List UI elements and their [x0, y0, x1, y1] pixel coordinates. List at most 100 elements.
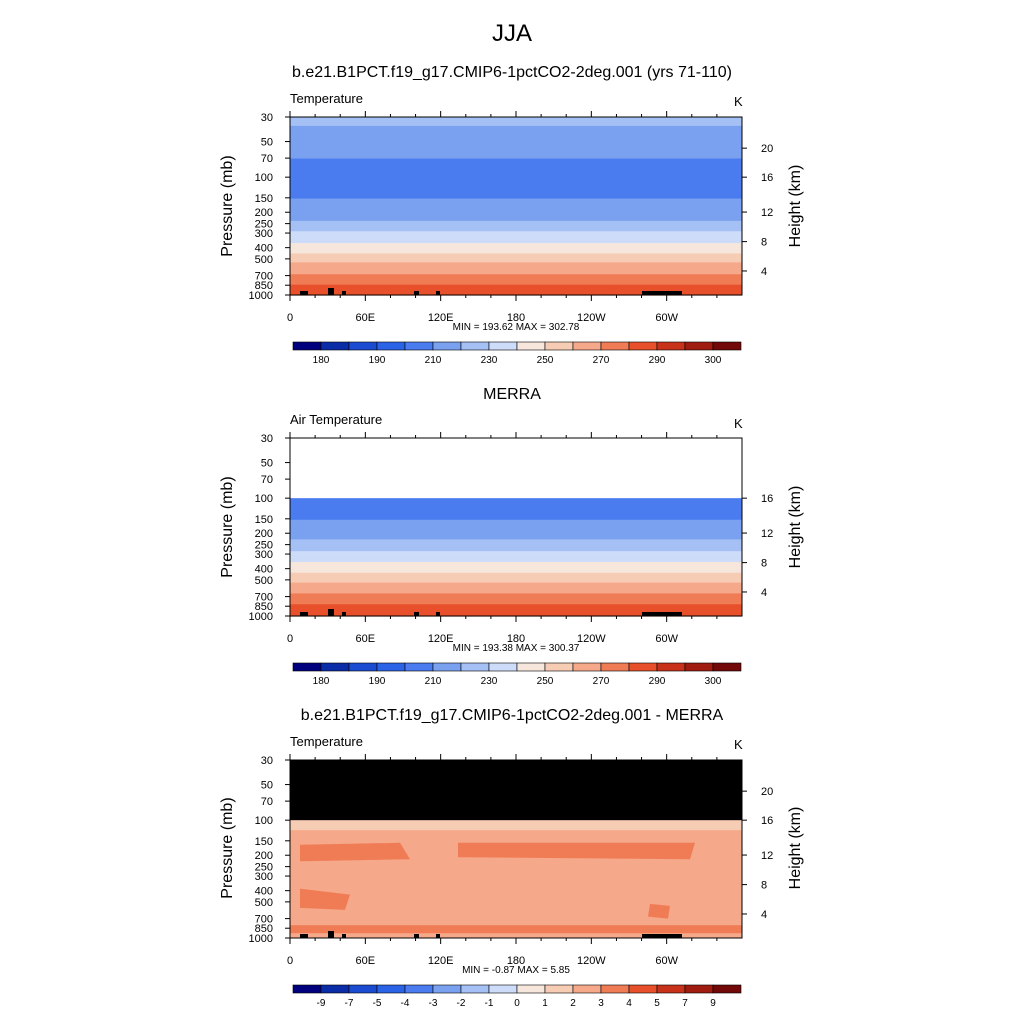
right-tick-label: 8 — [761, 237, 767, 249]
colorbar-segment — [320, 341, 350, 351]
field-band — [290, 160, 742, 163]
field-band — [290, 512, 742, 515]
y-tick-label: 100 — [255, 172, 273, 184]
x-tick-label: 60W — [655, 955, 678, 967]
field-band — [290, 545, 742, 547]
topography-block — [300, 612, 308, 616]
field-band — [290, 170, 742, 173]
field-band — [290, 544, 742, 546]
y-tick-label: 1000 — [249, 611, 273, 623]
colorbar-segment — [628, 341, 658, 351]
field-band — [290, 577, 742, 580]
field-band — [290, 574, 742, 577]
y-tick-label: 850 — [255, 923, 273, 935]
colorbar-segment — [292, 341, 322, 351]
field-band — [290, 263, 742, 266]
field-band — [290, 217, 742, 220]
panel2-ylabel-right: Height (km) — [787, 485, 804, 569]
field-band — [290, 161, 742, 164]
field-band — [290, 213, 742, 216]
right-tick-label: 4 — [761, 266, 767, 278]
field-band — [290, 200, 742, 203]
colorbar-label: 250 — [537, 355, 554, 366]
topography-block — [642, 934, 682, 938]
field-band — [290, 516, 742, 519]
x-tick-label: 60W — [655, 312, 678, 324]
field-band — [290, 610, 742, 612]
field-band — [290, 124, 742, 127]
y-tick-label: 30 — [261, 755, 273, 767]
panel3-ylabel: Pressure (mb) — [219, 797, 236, 899]
field-band — [290, 520, 742, 523]
panel3-title: b.e21.B1PCT.f19_g17.CMIP6-1pctCO2-2deg.0… — [300, 707, 724, 724]
field-band — [290, 122, 742, 126]
panel1-title: b.e21.B1PCT.f19_g17.CMIP6-1pctCO2-2deg.0… — [292, 64, 732, 81]
y-tick-label: 850 — [255, 280, 273, 292]
y-tick-label: 50 — [261, 137, 273, 149]
field-band — [290, 127, 742, 130]
field-band — [290, 165, 742, 169]
field-band — [290, 588, 742, 591]
field-band — [290, 139, 742, 142]
y-tick-label: 500 — [255, 254, 273, 266]
panel1-units-label: K — [734, 94, 743, 109]
field-band — [290, 498, 742, 500]
colorbar-segment — [320, 984, 350, 994]
field-band — [290, 286, 742, 289]
x-tick-label: 120E — [428, 312, 454, 324]
field-band — [290, 523, 742, 526]
topography-block — [328, 288, 334, 295]
field-band — [290, 195, 742, 198]
field-band — [290, 561, 742, 563]
field-band — [290, 530, 742, 533]
colorbar-label: 230 — [481, 355, 498, 366]
colorbar-segment — [404, 341, 434, 351]
right-tick-label: 12 — [761, 207, 773, 219]
field-band — [290, 158, 742, 161]
field-band — [290, 559, 742, 561]
field-band — [290, 533, 742, 536]
colorbar-label: 9 — [710, 998, 716, 1009]
field-band — [290, 262, 742, 265]
field-band — [290, 562, 742, 565]
x-tick-label: 0 — [287, 312, 293, 324]
right-tick-label: 20 — [761, 786, 773, 798]
colorbar-label: 300 — [705, 355, 722, 366]
field-band — [290, 538, 742, 540]
field-band — [290, 515, 742, 518]
field-band — [290, 587, 742, 590]
field-band — [290, 579, 742, 582]
y-tick-label: 400 — [255, 886, 273, 898]
topography-block — [342, 934, 346, 938]
field-band — [290, 164, 742, 167]
field-band — [290, 566, 742, 569]
field-band — [290, 540, 742, 542]
y-tick-label: 50 — [261, 780, 273, 792]
colorbar-segment — [348, 984, 378, 994]
field-band — [290, 590, 742, 593]
field-band — [290, 235, 742, 238]
field-band — [290, 133, 742, 136]
field-band — [290, 189, 742, 192]
field-band — [290, 225, 742, 228]
colorbar-segment — [292, 662, 322, 672]
topography-block — [414, 612, 419, 616]
field-band — [290, 128, 742, 131]
field-band — [290, 517, 742, 520]
colorbar-segment — [600, 341, 630, 351]
topography-block — [414, 934, 419, 938]
field-band — [290, 565, 742, 568]
colorbar-segment — [348, 662, 378, 672]
y-tick-label: 250 — [255, 862, 273, 874]
field-band — [290, 278, 742, 281]
field-band — [290, 186, 742, 189]
field-band — [290, 222, 742, 225]
field-band — [290, 508, 742, 511]
colorbar-segment — [684, 662, 714, 672]
x-tick-label: 60E — [356, 955, 376, 967]
panel1-variable-label: Temperature — [290, 91, 363, 106]
colorbar-segment — [376, 984, 406, 994]
missing-region — [290, 760, 742, 821]
field-band — [290, 509, 742, 512]
